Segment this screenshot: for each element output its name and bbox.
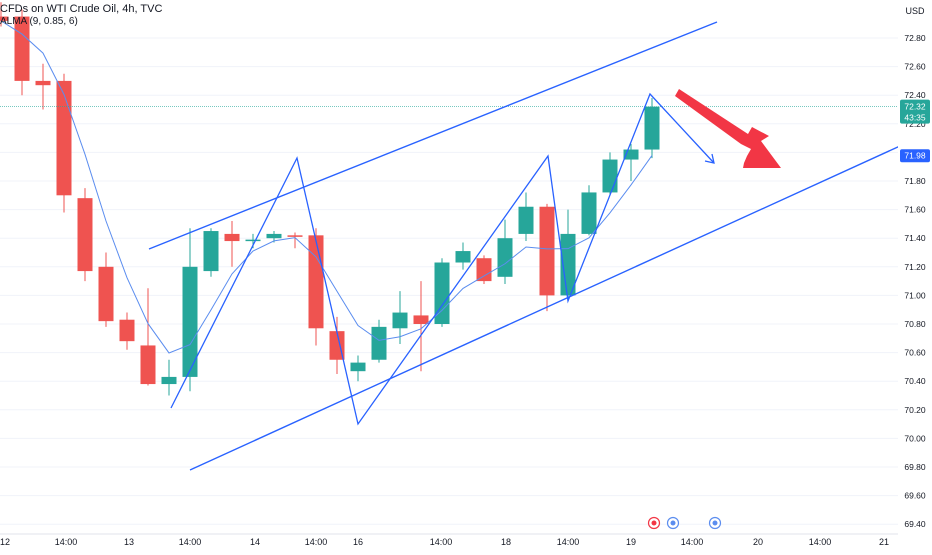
candle-body — [182, 266, 198, 377]
candle-body — [350, 362, 366, 372]
price-tick-label: 72.20 — [904, 119, 926, 129]
candle-body — [287, 235, 303, 237]
down-arrow — [675, 89, 781, 168]
candle-body — [140, 345, 156, 385]
price-tick-label: 70.80 — [904, 319, 926, 329]
candle-body — [35, 80, 51, 86]
time-tick-label: 16 — [353, 537, 363, 547]
indicator-label: ALMA (9, 0.85, 6) — [0, 16, 78, 27]
price-tick-label: 71.00 — [904, 290, 926, 300]
candle-body — [203, 231, 219, 272]
candle-body — [245, 239, 261, 242]
time-tick-label: 14:00 — [557, 537, 580, 547]
current-price-badge — [900, 99, 930, 124]
time-tick-label: 14:00 — [55, 537, 78, 547]
candle-body — [119, 319, 135, 342]
time-tick-label: 14:00 — [305, 537, 328, 547]
time-tick-label: 14 — [250, 537, 260, 547]
price-tick-label: 71.60 — [904, 205, 926, 215]
channel-upper-line — [148, 21, 718, 250]
flag-icon-dot — [670, 520, 676, 526]
chart-header: CFDs on WTI Crude Oil, 4h, TVC ALMA (9, … — [0, 3, 162, 27]
price-tick-label: 72.40 — [904, 90, 926, 100]
candle-body — [413, 315, 429, 324]
price-tick-label: 71.40 — [904, 233, 926, 243]
price-tick-label: 70.00 — [904, 433, 926, 443]
time-tick-label: 12 — [0, 537, 10, 547]
price-tick-label: 69.40 — [904, 519, 926, 529]
candle-body — [560, 233, 576, 296]
candle-body — [56, 80, 72, 196]
currency-label: USD — [905, 6, 925, 16]
price-tick-label: 70.40 — [904, 376, 926, 386]
time-tick-label: 13 — [124, 537, 134, 547]
price-tick-label: 69.80 — [904, 462, 926, 472]
candle-body — [161, 376, 177, 385]
target-price-badge — [900, 149, 930, 163]
time-tick-label: 20 — [753, 537, 763, 547]
candle-body — [14, 16, 30, 81]
time-tick-label: 21 — [879, 537, 889, 547]
candle-body — [371, 326, 387, 360]
price-tick-label: 69.60 — [904, 491, 926, 501]
candle-body — [623, 149, 639, 160]
time-tick-label: 18 — [501, 537, 511, 547]
candle-body — [476, 258, 492, 282]
candle-body — [539, 206, 555, 296]
price-tick-label: 71.80 — [904, 176, 926, 186]
time-tick-label: 14:00 — [179, 537, 202, 547]
price-tick-label: 70.20 — [904, 405, 926, 415]
candle-body — [434, 262, 450, 324]
flag-icon-dot — [712, 520, 718, 526]
candle-body — [224, 233, 240, 242]
target-price-label: 71.98 — [904, 150, 926, 160]
event-icon-dot — [651, 520, 657, 526]
candle-body — [392, 312, 408, 329]
candle-body — [581, 192, 597, 234]
candle-body — [98, 266, 114, 322]
candle-body — [518, 206, 534, 234]
zigzag-arrowhead — [704, 153, 715, 164]
zigzag-path — [170, 92, 715, 426]
current-price-label: 72.32 — [904, 102, 926, 112]
candle-body — [308, 235, 324, 329]
price-axis-bg — [898, 0, 932, 550]
candle-body — [77, 198, 93, 272]
candle-body — [0, 16, 9, 21]
price-tick-label: 72.80 — [904, 33, 926, 43]
candle-body — [329, 331, 345, 360]
candle-body — [602, 159, 618, 193]
candle-body — [497, 238, 513, 277]
time-tick-label: 14:00 — [809, 537, 832, 547]
price-tick-label: 70.60 — [904, 348, 926, 358]
time-tick-label: 14:00 — [681, 537, 704, 547]
time-tick-label: 19 — [626, 537, 636, 547]
candle-body — [644, 106, 660, 150]
channel-lower-line — [189, 145, 901, 471]
time-tick-label: 14:00 — [430, 537, 453, 547]
symbol-title: CFDs on WTI Crude Oil, 4h, TVC — [0, 3, 163, 15]
candle-body — [266, 233, 282, 239]
countdown-label: 43:35 — [904, 113, 926, 123]
price-tick-label: 72.60 — [904, 62, 926, 72]
candle-body — [455, 251, 471, 263]
price-tick-label: 71.20 — [904, 262, 926, 272]
alma-line — [0, 20, 653, 354]
